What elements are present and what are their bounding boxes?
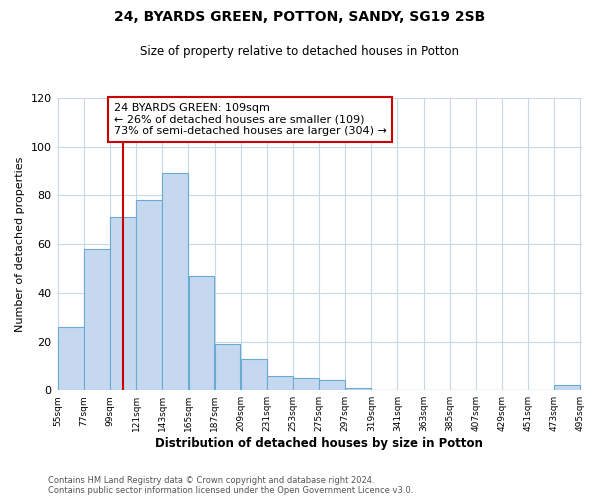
- Bar: [110, 218, 136, 390]
- Bar: [267, 376, 293, 390]
- X-axis label: Distribution of detached houses by size in Potton: Distribution of detached houses by size …: [155, 437, 483, 450]
- Text: Contains HM Land Registry data © Crown copyright and database right 2024.
Contai: Contains HM Land Registry data © Crown c…: [48, 476, 413, 495]
- Bar: [188, 276, 214, 390]
- Text: Size of property relative to detached houses in Potton: Size of property relative to detached ho…: [140, 45, 460, 58]
- Text: 24 BYARDS GREEN: 109sqm
← 26% of detached houses are smaller (109)
73% of semi-d: 24 BYARDS GREEN: 109sqm ← 26% of detache…: [113, 103, 386, 136]
- Bar: [215, 344, 241, 390]
- Y-axis label: Number of detached properties: Number of detached properties: [15, 156, 25, 332]
- Bar: [84, 249, 110, 390]
- Bar: [293, 378, 319, 390]
- Bar: [319, 380, 345, 390]
- Bar: [136, 200, 162, 390]
- Bar: [554, 386, 580, 390]
- Bar: [241, 358, 266, 390]
- Bar: [346, 388, 371, 390]
- Text: 24, BYARDS GREEN, POTTON, SANDY, SG19 2SB: 24, BYARDS GREEN, POTTON, SANDY, SG19 2S…: [115, 10, 485, 24]
- Bar: [163, 174, 188, 390]
- Bar: [58, 327, 83, 390]
